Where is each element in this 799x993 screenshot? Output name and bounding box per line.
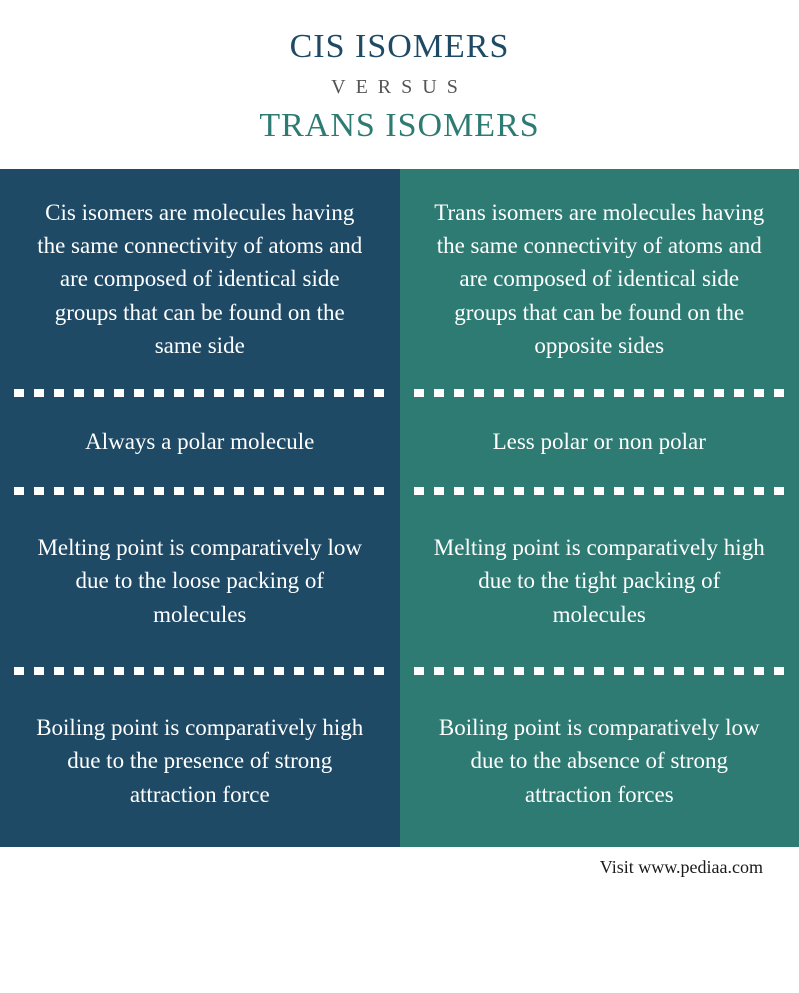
comparison-cell: Melting point is comparatively high due … [400,495,799,667]
comparison-cell: Boiling point is comparatively high due … [0,675,400,847]
comparison-cell: Trans isomers are molecules having the s… [400,169,799,389]
footer: Visit www.pediaa.com [0,847,799,888]
comparison-cell: Less polar or non polar [400,397,799,487]
comparison-cell: Melting point is comparatively low due t… [0,495,400,667]
comparison-table: Cis isomers are molecules having the sam… [0,169,799,847]
row-divider [414,667,786,675]
row-divider [14,389,386,397]
row-divider [414,389,786,397]
versus-label: VERSUS [20,76,779,99]
column-trans: Trans isomers are molecules having the s… [400,169,799,847]
comparison-cell: Always a polar molecule [0,397,400,487]
row-divider [14,487,386,495]
title-trans: TRANS ISOMERS [20,107,779,145]
footer-text: Visit www.pediaa.com [600,857,763,877]
column-cis: Cis isomers are molecules having the sam… [0,169,400,847]
title-cis: CIS ISOMERS [20,28,779,66]
row-divider [14,667,386,675]
comparison-cell: Boiling point is comparatively low due t… [400,675,799,847]
row-divider [414,487,786,495]
header: CIS ISOMERS VERSUS TRANS ISOMERS [0,0,799,169]
comparison-cell: Cis isomers are molecules having the sam… [0,169,400,389]
